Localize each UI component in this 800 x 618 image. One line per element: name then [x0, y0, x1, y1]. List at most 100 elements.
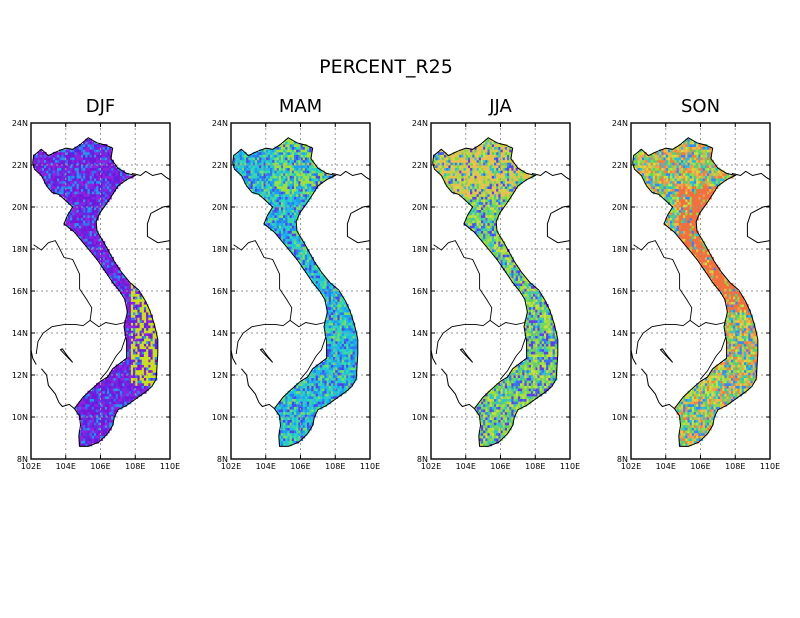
y-tick-label: 18N [612, 245, 628, 254]
data-grid-cells [633, 138, 758, 447]
y-tick-label: 10N [12, 413, 28, 422]
panel-title: JJA [488, 96, 512, 117]
graticule [31, 123, 170, 459]
cambodia-vietnam-border [100, 337, 127, 380]
x-tick-label: 102E [421, 462, 441, 471]
x-tick-label: 102E [621, 462, 641, 471]
y-tick-label: 14N [412, 329, 428, 338]
graticule [431, 123, 570, 459]
data-grid-cells [33, 138, 158, 447]
y-tick-label: 8N [217, 455, 228, 464]
axis-ticks: 102E 104E 106E 108E 110E 24N 22N 20N 18N 16N 14N 12… [12, 119, 180, 471]
gulf-coastline [41, 368, 75, 409]
thai-coastline [30, 349, 37, 365]
y-tick-label: 8N [617, 455, 628, 464]
cambodia-vietnam-border [700, 337, 727, 380]
tonle-sap-lake [59, 348, 74, 363]
laos-cambodia-border [289, 320, 325, 328]
axis-ticks: 102E 104E 106E 108E 110E 24N 22N 20N 18N 16N 14N 12… [612, 119, 780, 471]
y-tick-label: 20N [12, 203, 28, 212]
y-tick-label: 10N [412, 413, 428, 422]
coastlines [430, 137, 571, 447]
x-tick-label: 110E [560, 462, 580, 471]
coastlines [30, 137, 171, 447]
gulf-coastline [441, 368, 475, 409]
map-panel-jja: JJA 102E 104E 106E 108E 110E 24N 22N 20N 18N 16N 14… [412, 96, 580, 471]
x-tick-label: 108E [525, 462, 545, 471]
x-tick-label: 104E [656, 462, 676, 471]
y-tick-label: 8N [17, 455, 28, 464]
y-tick-label: 16N [212, 287, 228, 296]
graticule [231, 123, 370, 459]
y-tick-label: 12N [12, 371, 28, 380]
hainan-coastline [146, 205, 171, 244]
tonle-sap-lake [459, 348, 474, 363]
y-tick-label: 14N [12, 329, 28, 338]
y-tick-label: 24N [12, 119, 28, 128]
y-tick-label: 16N [612, 287, 628, 296]
map-panels: DJF 102E 104E 106E 108E 110E 24N 22N 20N 18N 16N 14… [12, 96, 780, 471]
cambodia-vietnam-border [500, 337, 527, 380]
y-tick-label: 14N [212, 329, 228, 338]
x-tick-label: 104E [256, 462, 276, 471]
gulf-coastline [241, 368, 275, 409]
x-tick-label: 110E [360, 462, 380, 471]
data-grid-cells [233, 138, 358, 447]
y-tick-label: 12N [412, 371, 428, 380]
x-tick-label: 104E [456, 462, 476, 471]
vietnam-outline [32, 137, 159, 447]
y-tick-label: 22N [612, 161, 628, 170]
y-tick-label: 16N [412, 287, 428, 296]
y-tick-label: 14N [612, 329, 628, 338]
coastlines [230, 137, 371, 447]
y-tick-label: 18N [12, 245, 28, 254]
y-tick-label: 24N [612, 119, 628, 128]
panel-title: DJF [86, 96, 116, 117]
y-tick-label: 12N [212, 371, 228, 380]
panel-title: MAM [279, 96, 322, 117]
panel-title: SON [681, 96, 720, 117]
y-tick-label: 22N [12, 161, 28, 170]
laos-border [33, 240, 93, 355]
y-tick-label: 18N [212, 245, 228, 254]
y-tick-label: 20N [612, 203, 628, 212]
gulf-coastline [641, 368, 675, 409]
x-tick-label: 102E [221, 462, 241, 471]
x-tick-label: 106E [290, 462, 310, 471]
hainan-coastline [546, 205, 571, 244]
laos-cambodia-border [689, 320, 725, 328]
data-grid-cells [433, 138, 558, 447]
map-panel-mam: MAM 102E 104E 106E 108E 110E 24N 22N 20N 18N 16N 14… [212, 96, 380, 471]
tonle-sap-lake [659, 348, 674, 363]
map-panel-djf: DJF 102E 104E 106E 108E 110E 24N 22N 20N 18N 16N 14… [12, 96, 180, 471]
x-tick-label: 110E [160, 462, 180, 471]
x-tick-label: 108E [325, 462, 345, 471]
china-coastline [531, 170, 571, 181]
vietnam-outline [432, 137, 559, 447]
thai-coastline [430, 349, 437, 365]
y-tick-label: 10N [212, 413, 228, 422]
axis-ticks: 102E 104E 106E 108E 110E 24N 22N 20N 18N 16N 14N 12… [212, 119, 380, 471]
hainan-coastline [746, 205, 771, 244]
axis-ticks: 102E 104E 106E 108E 110E 24N 22N 20N 18N 16N 14N 12… [412, 119, 580, 471]
laos-border [633, 240, 693, 355]
y-tick-label: 24N [412, 119, 428, 128]
hainan-coastline [346, 205, 371, 244]
china-coastline [731, 170, 771, 181]
graticule [631, 123, 770, 459]
coastlines [630, 137, 771, 447]
y-tick-label: 16N [12, 287, 28, 296]
vietnam-outline [632, 137, 759, 447]
tonle-sap-lake [259, 348, 274, 363]
y-tick-label: 20N [212, 203, 228, 212]
figure-title: PERCENT_R25 [319, 56, 453, 78]
y-tick-label: 22N [412, 161, 428, 170]
china-coastline [131, 170, 171, 181]
x-tick-label: 106E [490, 462, 510, 471]
x-tick-label: 106E [90, 462, 110, 471]
laos-cambodia-border [89, 320, 125, 328]
thai-coastline [230, 349, 237, 365]
y-tick-label: 22N [212, 161, 228, 170]
x-tick-label: 108E [725, 462, 745, 471]
